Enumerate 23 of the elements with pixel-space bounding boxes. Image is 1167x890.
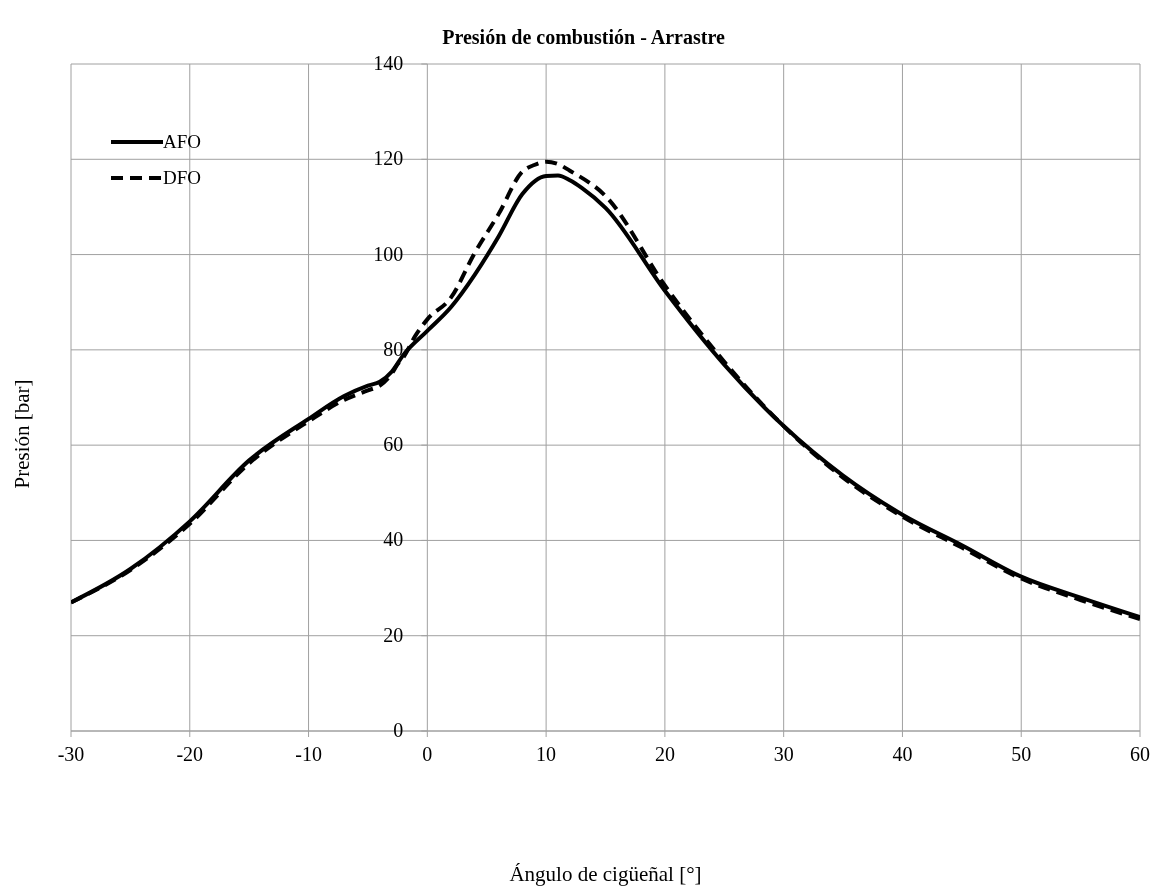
legend-label: AFO xyxy=(163,131,202,153)
y-tick-label: 120 xyxy=(373,147,404,170)
x-tick-label: -20 xyxy=(176,743,204,766)
y-tick-label: 140 xyxy=(373,52,404,74)
y-tick-label: 0 xyxy=(393,719,404,741)
y-tick-label: 20 xyxy=(383,623,404,646)
x-tick-label: 0 xyxy=(422,743,433,766)
x-tick-label: -30 xyxy=(57,743,85,766)
y-tick-label: 60 xyxy=(383,433,404,456)
legend-label: DFO xyxy=(163,167,202,189)
x-tick-label: 60 xyxy=(1130,743,1150,766)
x-tick-label: -10 xyxy=(295,743,322,766)
x-tick-label: 20 xyxy=(654,743,675,766)
x-tick-label: 50 xyxy=(1011,743,1032,766)
y-axis-title: Presión [bar] xyxy=(9,378,35,489)
x-tick-label: 30 xyxy=(773,743,794,766)
x-tick-label: 10 xyxy=(536,743,557,766)
y-tick-label: 80 xyxy=(383,337,404,360)
x-axis-title: Ángulo de cigüeñal [°] xyxy=(508,862,703,887)
x-tick-label: 40 xyxy=(892,743,913,766)
y-tick-label: 100 xyxy=(373,242,404,265)
chart-title: Presión de combustión - Arrastre xyxy=(441,26,726,49)
y-tick-label: 40 xyxy=(383,528,404,551)
